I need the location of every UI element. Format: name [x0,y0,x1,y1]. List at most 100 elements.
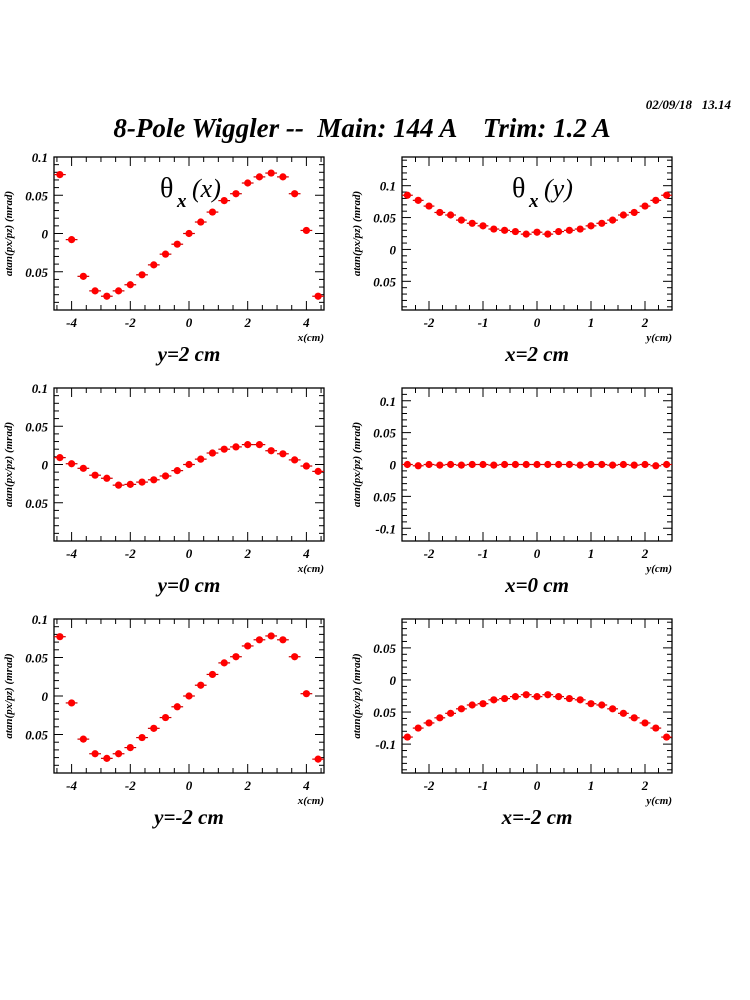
data-point [619,460,628,469]
data-point [425,719,433,727]
data-point [103,292,111,300]
data-point [244,441,252,449]
data-point [414,724,422,732]
data-point [436,461,444,469]
data-point [652,724,660,732]
data-point [457,461,465,469]
panel-subtitle: y=0 cm [155,573,221,597]
data-point [197,455,205,463]
data-point [208,670,217,679]
data-point [403,460,411,469]
data-point [68,236,76,244]
data-point [314,467,322,475]
y-axis-label: atan(px/pz) (mrad) [351,191,363,276]
data-point [619,709,628,717]
data-point [291,653,299,661]
annotation-subscript: x [528,191,539,212]
data-point [291,456,299,464]
y-tick-label: 0.1 [32,612,48,627]
data-point [267,632,275,640]
data-point [511,227,519,236]
data-point [425,202,433,210]
data-point [468,701,476,709]
y-tick-label: 0.1 [380,179,396,194]
data-point [479,700,487,708]
x-tick-label: 2 [641,315,649,330]
y-tick-label: 0.05 [25,419,48,434]
annotation-theta: θ [512,173,525,204]
x-tick-label: -1 [478,546,489,561]
data-point [267,447,275,455]
y-tick-label: 0.05 [373,489,396,504]
data-point [609,461,617,469]
data-point [173,467,181,475]
data-point [565,694,574,703]
data-point [161,472,170,480]
x-tick-label: -4 [66,778,77,793]
data-point [522,230,530,238]
x-axis-label: x(cm) [297,563,324,575]
x-tick-label: 2 [641,778,649,793]
x-axis-label: y(cm) [644,332,672,344]
data-point [114,287,123,295]
data-point [587,460,595,469]
data-point [291,190,299,198]
data-point [663,460,671,469]
y-tick-label: 0 [42,227,49,242]
data-point [544,691,552,699]
y-tick-label: 0.05 [25,728,48,743]
data-point [302,462,310,470]
y-tick-label: 0.1 [32,150,48,165]
data-point [173,240,181,248]
x-tick-label: -2 [424,546,435,561]
y-tick-label: 0 [390,673,397,688]
data-point [185,692,193,700]
data-point [598,460,606,469]
x-tick-label: -2 [424,315,435,330]
data-point [150,261,158,269]
x-axis-label: y(cm) [644,795,672,807]
data-point [457,216,465,224]
data-point [173,703,181,711]
y-axis-label: atan(px/pz) (mrad) [351,653,363,738]
data-point [126,281,134,289]
data-point [302,690,310,698]
data-point [232,653,240,661]
panel-subtitle: y=2 cm [155,342,221,366]
data-point [220,659,228,667]
data-point [314,292,322,300]
x-tick-label: 0 [186,778,193,793]
x-tick-label: -1 [478,315,489,330]
data-point [490,696,498,704]
y-tick-label: 0.05 [373,641,396,656]
annotation-argument: (y) [544,174,573,203]
data-point [630,461,638,469]
data-point [232,190,240,198]
data-point [138,271,146,279]
data-point [279,636,287,644]
data-point [150,724,158,732]
panel-thx_vs_y_xm2: -2 -1 0 1 2 0.05 0 0.05 -0.1 y(cm) atan(px/pz) (mr… [351,618,673,829]
annotation-theta: θ [160,173,173,204]
x-tick-label: 4 [302,315,310,330]
y-tick-label: 0.05 [373,426,396,441]
data-point [555,227,563,236]
panel-subtitle: x=0 cm [504,573,569,597]
data-point [641,460,649,469]
data-point [161,250,170,258]
x-tick-label: 0 [186,315,193,330]
panel-thx_vs_y_x0: -2 -1 0 1 2 0.1 0.05 0 0.05 -0.1 y(cm) atan(px/pz) … [351,387,673,597]
data-point [576,225,584,233]
data-point [533,460,541,469]
x-tick-label: 0 [534,546,541,561]
x-axis-label: y(cm) [644,563,672,575]
x-tick-label: -2 [125,315,136,330]
data-point [565,460,574,469]
data-point [652,196,660,204]
data-point [91,287,99,295]
y-tick-label: 0 [390,458,397,473]
annotation-subscript: x [176,191,187,212]
data-point [220,445,228,453]
